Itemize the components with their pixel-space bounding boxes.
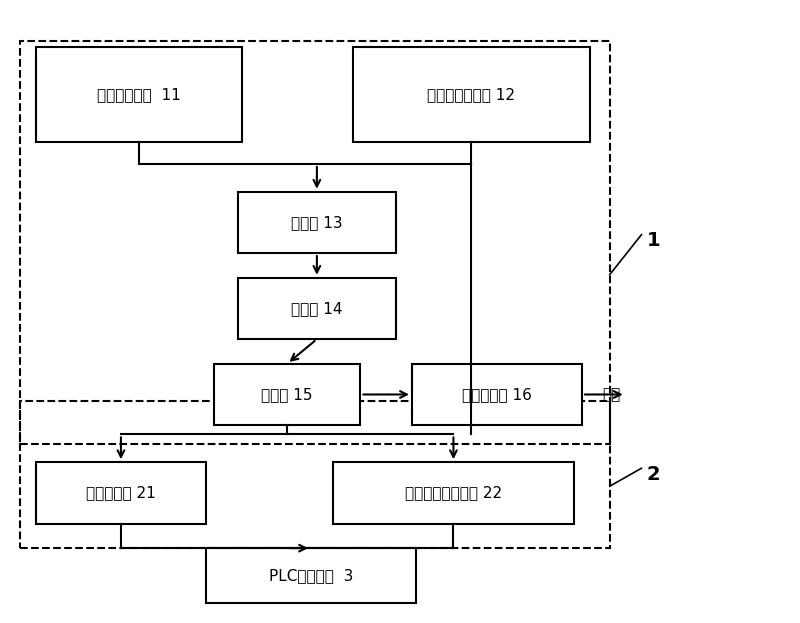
Bar	[238, 192, 396, 253]
Text: 排气: 排气	[602, 387, 620, 402]
Bar	[412, 364, 582, 426]
Bar	[36, 462, 206, 523]
Text: 1: 1	[646, 231, 660, 250]
Text: 包气带取样探头 12: 包气带取样探头 12	[427, 87, 515, 102]
Bar	[238, 278, 396, 339]
Text: 2: 2	[646, 465, 660, 484]
Bar	[353, 47, 590, 143]
Text: 大气检测器 21: 大气检测器 21	[86, 485, 156, 500]
Text: PLC控制单元  3: PLC控制单元 3	[269, 568, 353, 583]
Bar	[20, 41, 610, 444]
Text: 制冷器 14: 制冷器 14	[291, 301, 342, 316]
Text: 废气处理器 16: 废气处理器 16	[462, 387, 532, 402]
Text: 过滤器 13: 过滤器 13	[291, 215, 342, 230]
Bar	[214, 364, 361, 426]
Text: 大气取样探头  11: 大气取样探头 11	[97, 87, 181, 102]
Text: 包气带气体检测器 22: 包气带气体检测器 22	[405, 485, 502, 500]
Bar	[36, 47, 242, 143]
Bar	[20, 401, 610, 548]
Text: 干燥器 15: 干燥器 15	[262, 387, 313, 402]
Bar	[206, 548, 416, 604]
Bar	[333, 462, 574, 523]
